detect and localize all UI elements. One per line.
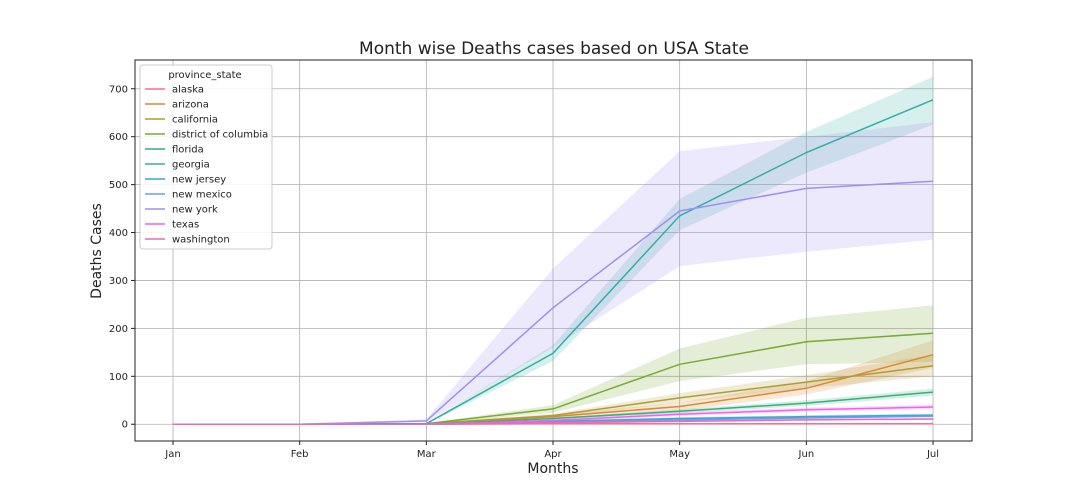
x-tick-label: Apr — [544, 449, 562, 460]
y-tick-label: 0 — [122, 420, 128, 431]
x-tick-label: Jul — [926, 449, 939, 460]
legend-label-new-york: new york — [172, 205, 218, 216]
legend-box — [139, 64, 273, 250]
y-tick-label: 100 — [109, 372, 128, 383]
legend-label-georgia: georgia — [172, 160, 210, 171]
chart-title: Month wise Deaths cases based on USA Sta… — [359, 39, 749, 59]
legend-label-texas: texas — [172, 220, 199, 231]
legend-label-florida: florida — [172, 145, 204, 156]
y-tick-label: 200 — [109, 324, 128, 335]
legend-items: alaska arizona california district of colum… — [145, 85, 268, 246]
legend-label-new-jersey: new jersey — [172, 175, 226, 186]
band-georgia — [173, 76, 933, 425]
band-florida — [173, 388, 933, 425]
band-new-york — [173, 122, 933, 425]
legend-label-district-of-columbia: district of columbia — [172, 130, 268, 141]
x-axis-ticks: Jan Feb Mar Apr May Jun Jul — [164, 441, 939, 460]
band-california — [173, 354, 933, 425]
series-lines — [173, 99, 934, 425]
x-tick-label: Jan — [164, 449, 180, 460]
legend-label-washington: washington — [172, 235, 230, 246]
x-tick-label: Feb — [291, 449, 309, 460]
x-axis-label: Months — [527, 461, 578, 477]
confidence-bands — [173, 76, 933, 425]
y-tick-label: 700 — [109, 84, 128, 95]
y-tick-label: 600 — [109, 132, 128, 143]
band-new-jersey — [173, 413, 933, 425]
grid-lines — [135, 60, 972, 441]
legend-label-arizona: arizona — [172, 100, 209, 111]
x-tick-label: Mar — [417, 449, 437, 460]
y-tick-label: 300 — [109, 276, 128, 287]
legend-label-new-mexico: new mexico — [172, 190, 232, 201]
y-tick-label: 400 — [109, 228, 128, 239]
y-tick-label: 500 — [109, 180, 128, 191]
band-district-of-columbia — [173, 305, 933, 425]
x-tick-label: Jun — [798, 449, 815, 460]
x-tick-label: May — [669, 449, 690, 460]
legend: province_state alaska arizona california di… — [139, 64, 273, 250]
legend-title: province_state — [168, 70, 241, 81]
legend-label-alaska: alaska — [172, 85, 204, 96]
y-axis-label: Deaths Cases — [89, 203, 105, 299]
y-axis-ticks: 0 100 200 300 400 500 600 700 — [109, 84, 135, 431]
legend-label-california: california — [172, 115, 218, 126]
line-washington — [173, 418, 934, 425]
